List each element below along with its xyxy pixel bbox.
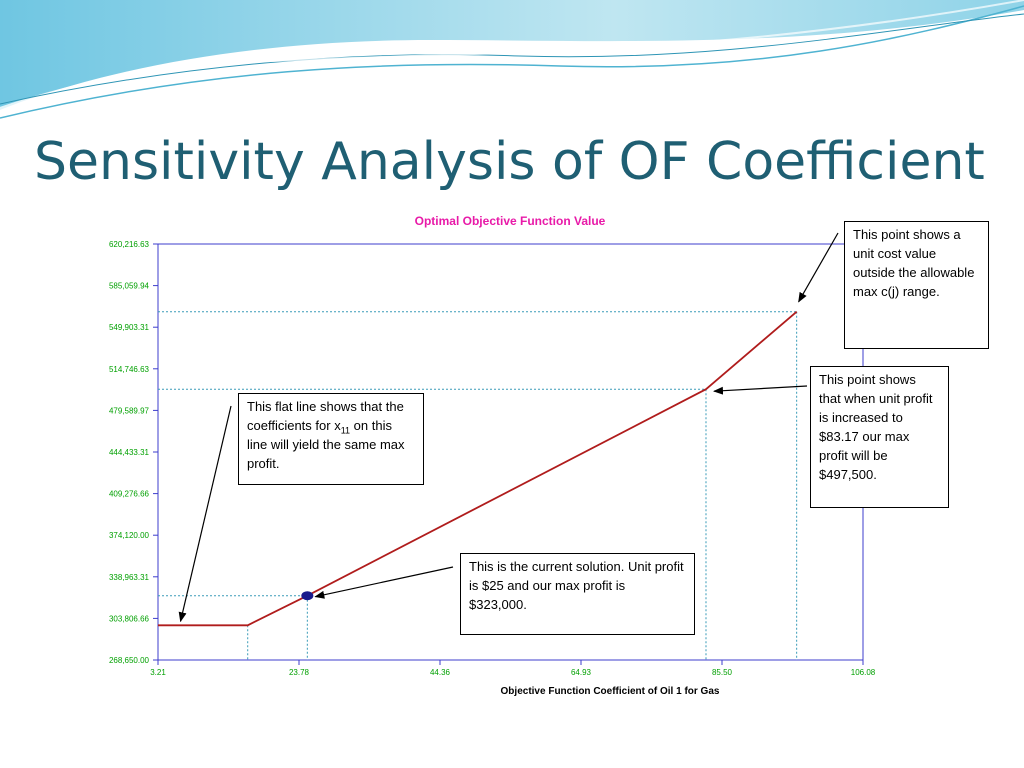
- annotation-flat-line-text-end: on this line will yield the same max pro…: [247, 418, 405, 471]
- y-tick-label: 479,589.97: [109, 406, 150, 415]
- y-tick-label: 549,903.31: [109, 323, 150, 332]
- arrow-current-solution: [314, 566, 454, 599]
- annotation-outside-range: This point shows a unit cost value outsi…: [844, 221, 989, 349]
- chart-title: Optimal Objective Function Value: [415, 214, 606, 228]
- current-solution-marker: [301, 591, 314, 601]
- y-tick-label: 303,806.66: [109, 614, 150, 623]
- y-tick-label: 338,963.31: [109, 573, 150, 582]
- annotation-flat-line-text: This flat line shows that the coefficien…: [247, 399, 404, 433]
- y-tick-label: 585,059.94: [109, 282, 150, 291]
- y-tick-label: 268,650.00: [109, 656, 150, 665]
- annotation-flat-line-subscript: 11: [340, 425, 351, 436]
- annotation-current-solution: This is the current solution. Unit profi…: [460, 553, 695, 635]
- y-tick-label: 444,433.31: [109, 448, 150, 457]
- annotation-flat-line: This flat line shows that the coefficien…: [238, 393, 424, 485]
- slide-title: Sensitivity Analysis of OF Coefficient: [34, 132, 985, 192]
- y-tick-label: 409,276.66: [109, 490, 150, 499]
- chart-panel: Optimal Objective Function Value Objecti…: [58, 211, 989, 717]
- x-tick-label: 64.93: [571, 668, 592, 677]
- x-tick-label: 106.08: [851, 668, 876, 677]
- y-tick-label: 374,120.00: [109, 531, 150, 540]
- x-tick-label: 3.21: [150, 668, 166, 677]
- x-tick-label: 23.78: [289, 668, 310, 677]
- arrow-flat-line: [178, 405, 232, 623]
- arrow-outside-range: [798, 232, 839, 303]
- arrow-max-profit: [712, 385, 808, 395]
- header-wave-decoration: [0, 0, 1024, 119]
- annotation-outside-range-text: This point shows a unit cost value outsi…: [853, 227, 975, 299]
- y-tick-label: 514,746.63: [109, 365, 150, 374]
- annotation-max-profit-text: This point shows that when unit profit i…: [819, 372, 933, 482]
- x-tick-label: 85.50: [712, 668, 733, 677]
- annotation-max-profit: This point shows that when unit profit i…: [810, 366, 949, 508]
- x-axis-label: Objective Function Coefficient of Oil 1 …: [501, 686, 720, 697]
- chart-svg: Optimal Objective Function Value Objecti…: [109, 214, 876, 697]
- y-tick-label: 620,216.63: [109, 240, 150, 249]
- x-tick-label: 44.36: [430, 668, 451, 677]
- annotation-current-solution-text: This is the current solution. Unit profi…: [469, 559, 684, 612]
